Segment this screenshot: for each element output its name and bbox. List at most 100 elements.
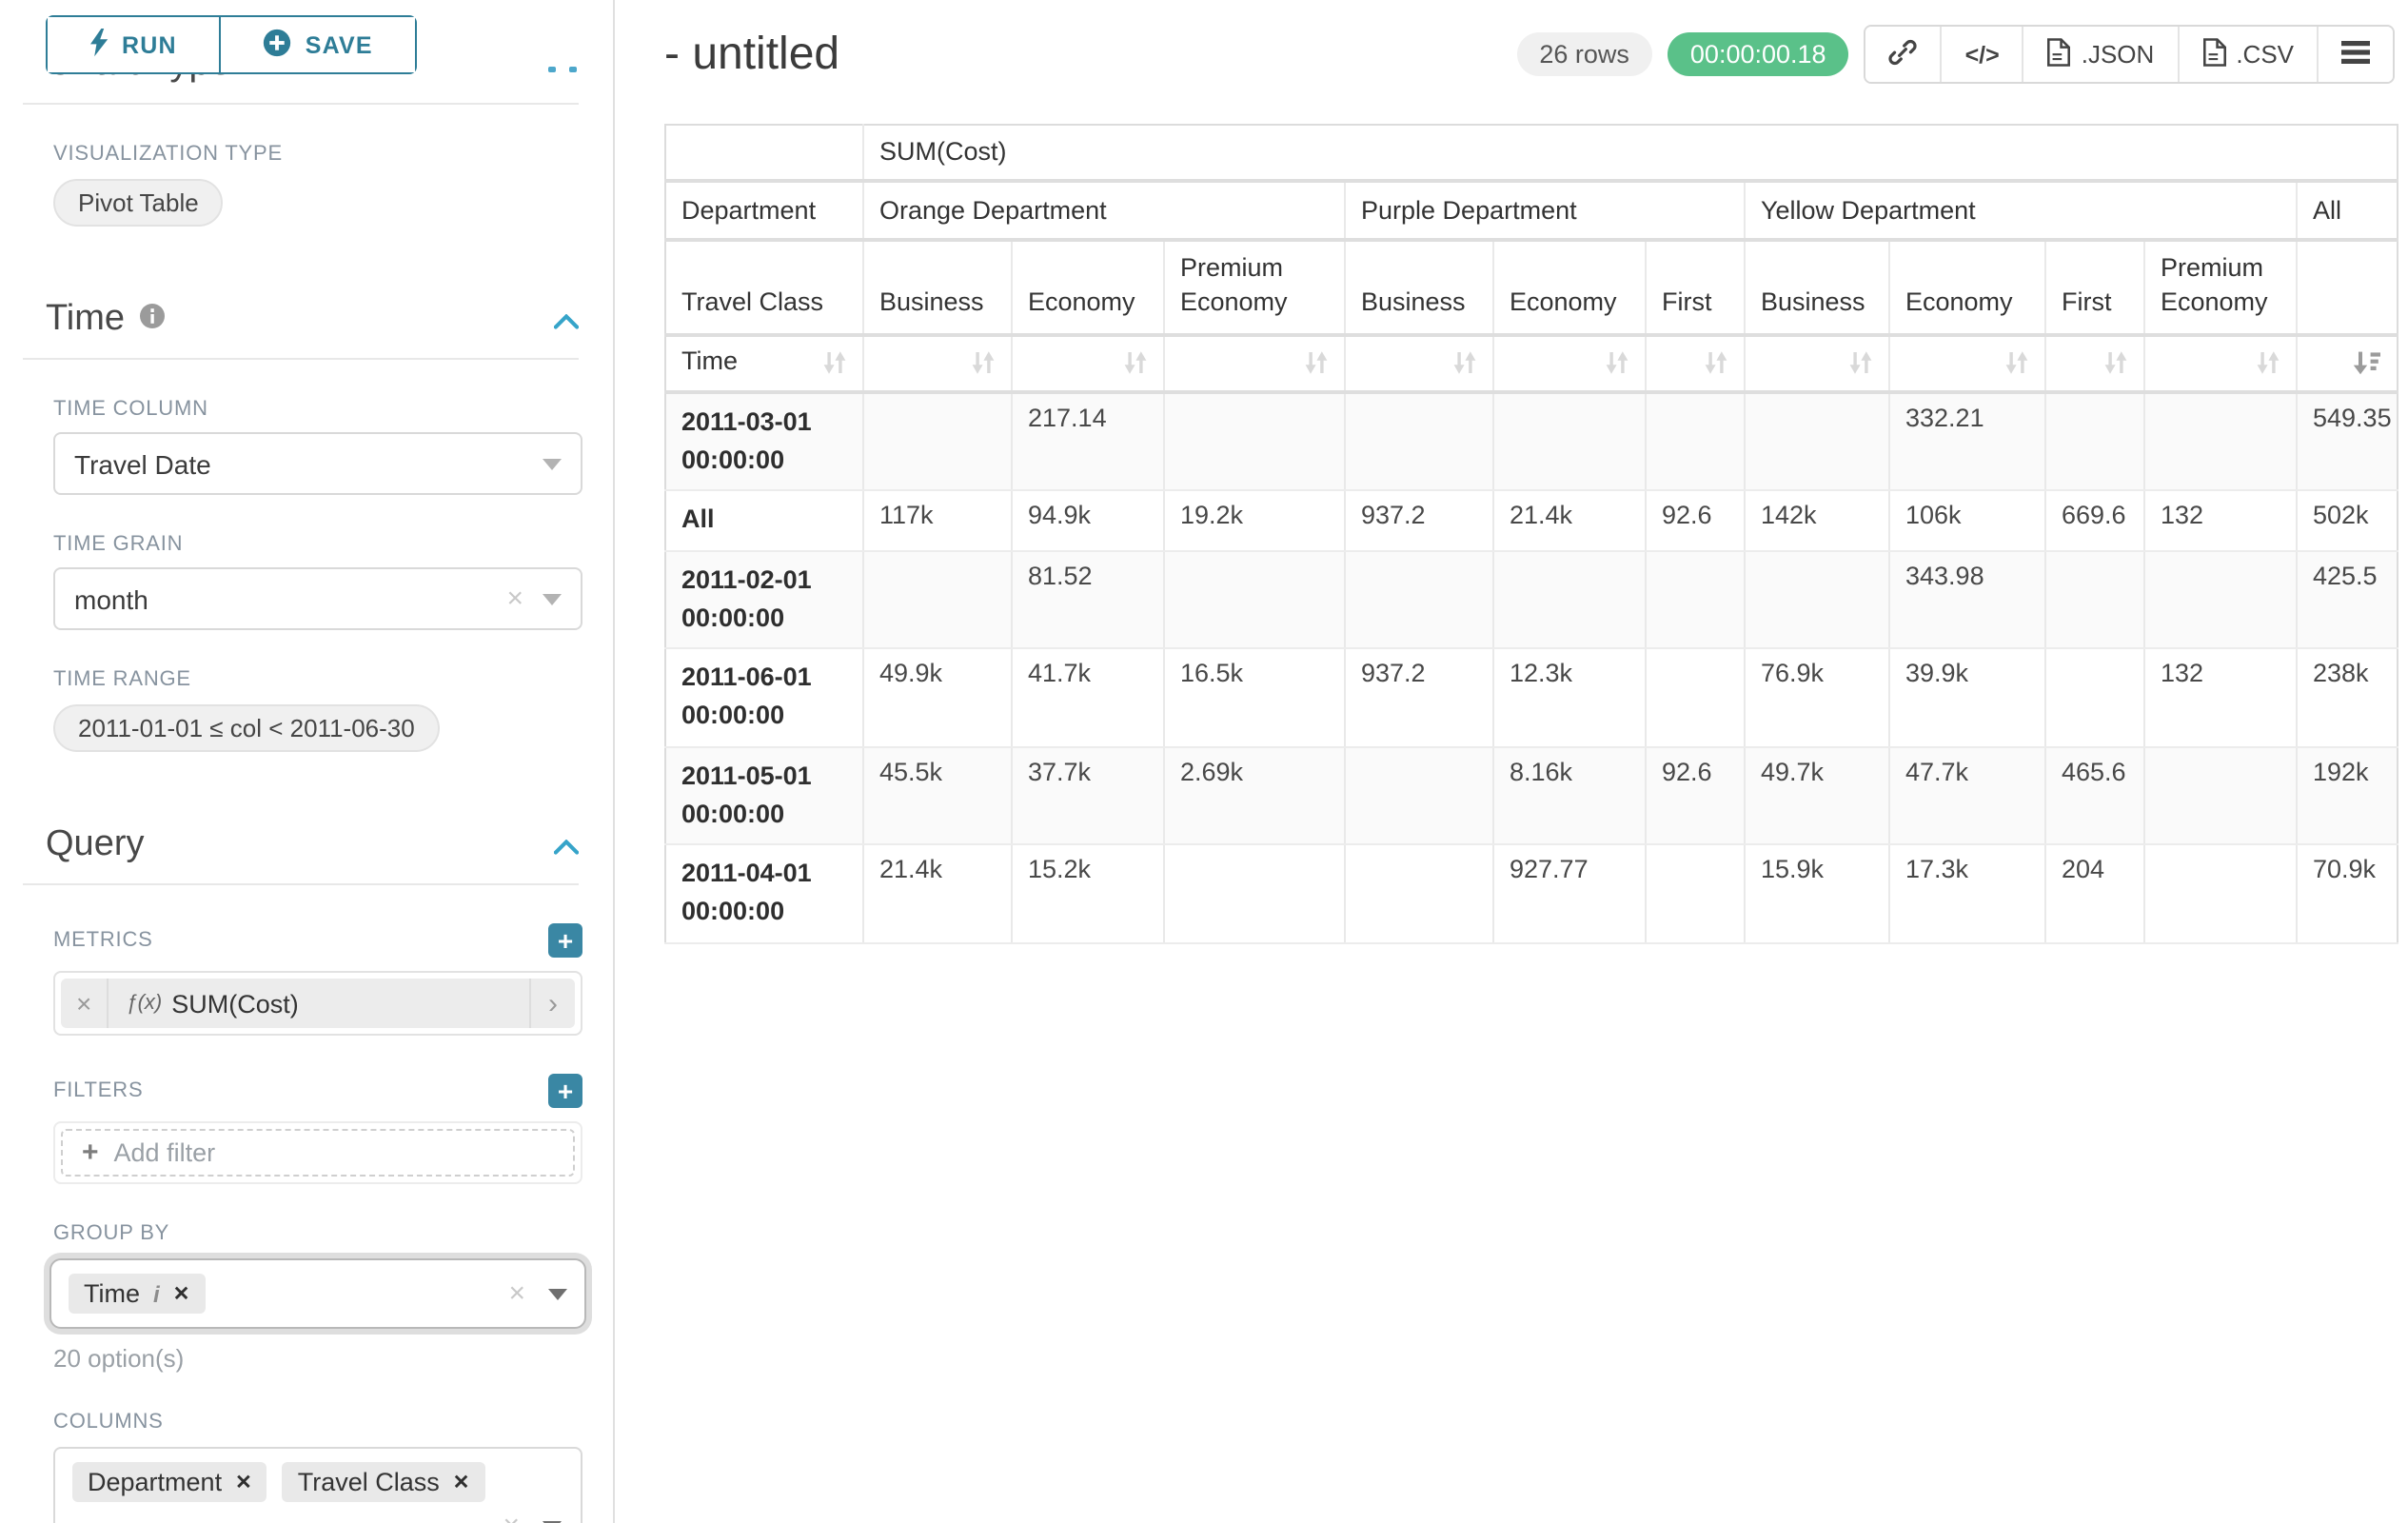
- sort-icon[interactable]: [1304, 350, 1329, 381]
- sort-header-cell: [863, 334, 1013, 394]
- time-grain-select[interactable]: month ×: [53, 567, 582, 630]
- add-metric-button[interactable]: +: [548, 923, 582, 958]
- embed-code-button[interactable]: </>: [1942, 27, 2024, 82]
- clear-icon[interactable]: ×: [508, 1277, 525, 1310]
- run-button[interactable]: RUN: [48, 17, 219, 72]
- pivot-cell: [2144, 746, 2298, 846]
- sort-header-cell: [1493, 334, 1647, 394]
- remove-chip-icon[interactable]: ✕: [235, 1471, 252, 1493]
- pivot-cell: [2144, 550, 2298, 650]
- pivot-cell: 15.9k: [1745, 844, 1890, 944]
- info-icon[interactable]: i: [153, 1280, 160, 1307]
- filters-box: + Add filter: [53, 1121, 582, 1184]
- table-row: 2011-05-01 00:00:00 45.5k 37.7k 2.69k 8.16k 9…: [665, 746, 2398, 846]
- remove-chip-icon[interactable]: ✕: [172, 1282, 190, 1305]
- sort-icon[interactable]: [971, 350, 996, 381]
- time-column-select[interactable]: Travel Date: [53, 432, 582, 495]
- button-divider: [218, 17, 222, 72]
- sort-icon[interactable]: [1605, 350, 1629, 381]
- divider: [23, 883, 579, 885]
- hamburger-icon: [2341, 39, 2370, 69]
- remove-metric-icon[interactable]: ×: [61, 979, 109, 1028]
- time-section-header: Time: [46, 299, 580, 341]
- pivot-cell: 49.7k: [1745, 746, 1890, 846]
- query-section-header: Query: [46, 824, 580, 866]
- pivot-cell: [1345, 550, 1494, 650]
- sort-icon[interactable]: [2103, 350, 2128, 381]
- pivot-cell: 549.35: [2297, 391, 2398, 492]
- sort-icon[interactable]: [2004, 350, 2029, 381]
- metric-chip: × ƒ(x) SUM(Cost) ›: [61, 979, 575, 1028]
- pivot-cell: 343.98: [1889, 550, 2046, 650]
- chip-label: Department: [88, 1468, 223, 1496]
- info-icon[interactable]: [138, 299, 165, 341]
- time-range-pill[interactable]: 2011-01-01 ≤ col < 2011-06-30: [53, 704, 440, 752]
- pivot-row-label: 2011-05-01 00:00:00: [665, 746, 864, 846]
- chevron-up-icon[interactable]: [553, 299, 580, 341]
- metric-item[interactable]: × ƒ(x) SUM(Cost) ›: [53, 971, 582, 1036]
- pivot-cell: 132: [2144, 490, 2298, 552]
- pivot-table-body: 2011-03-01 00:00:00 217.14 332.21 549.35 All…: [665, 391, 2398, 944]
- sort-icon[interactable]: [2256, 350, 2280, 381]
- pivot-cell: [1493, 391, 1647, 492]
- column-leaf-header: [2297, 239, 2398, 337]
- chevron-right-icon[interactable]: ›: [529, 979, 575, 1028]
- column-leaf-header: First: [2045, 239, 2145, 337]
- chevron-up-icon[interactable]: [553, 824, 580, 866]
- sort-header-cell: [1889, 334, 2046, 394]
- sort-icon[interactable]: [1848, 350, 1873, 381]
- viz-type-pill[interactable]: Pivot Table: [53, 179, 224, 227]
- group-by-chip: Time i ✕: [69, 1274, 206, 1314]
- menu-button[interactable]: [2319, 27, 2393, 82]
- sort-header-cell: [2144, 334, 2298, 394]
- export-json-button[interactable]: .JSON: [2023, 27, 2180, 82]
- pivot-cell: 70.9k: [2297, 844, 2398, 944]
- pivot-cell: 2.69k: [1164, 746, 1346, 846]
- sort-icon[interactable]: [1704, 350, 1728, 381]
- pivot-cell: [2045, 648, 2145, 748]
- metrics-row: METRICS +: [53, 923, 582, 958]
- table-row: 2011-04-01 00:00:00 21.4k 15.2k 927.77 15.9k…: [665, 844, 2398, 944]
- columns-chip: Department ✕: [72, 1462, 267, 1502]
- columns-label: COLUMNS: [53, 1411, 164, 1434]
- share-link-button[interactable]: [1865, 27, 1943, 82]
- pivot-cell: 12.3k: [1493, 648, 1647, 748]
- group-by-select[interactable]: Time i ✕ ×: [49, 1258, 586, 1329]
- sort-icon[interactable]: [1452, 350, 1477, 381]
- column-leaf-header: First: [1646, 239, 1746, 337]
- sort-icon[interactable]: [822, 350, 847, 381]
- column-group-header: Orange Department: [863, 180, 1346, 241]
- pivot-cell: 142k: [1745, 490, 1890, 552]
- column-leaf-header: Business: [1345, 239, 1494, 337]
- sort-header-cell: [1646, 334, 1746, 394]
- clear-icon[interactable]: ×: [506, 583, 523, 615]
- pivot-cell: [1646, 391, 1746, 492]
- export-csv-button[interactable]: .CSV: [2179, 27, 2319, 82]
- chevron-down-icon[interactable]: [548, 1288, 567, 1299]
- pivot-cell: 927.77: [1493, 844, 1647, 944]
- query-section-title: Query: [46, 824, 145, 864]
- add-filter-plus-button[interactable]: +: [548, 1074, 582, 1108]
- pivot-cell: 106k: [1889, 490, 2046, 552]
- pivot-cell: 8.16k: [1493, 746, 1647, 846]
- add-filter-button[interactable]: + Add filter: [61, 1129, 575, 1177]
- save-button[interactable]: SAVE: [221, 17, 415, 72]
- sort-icon[interactable]: [1123, 350, 1148, 381]
- pivot-cell: 21.4k: [863, 844, 1013, 944]
- pivot-cell: 937.2: [1345, 490, 1494, 552]
- chevron-down-icon: [543, 458, 562, 469]
- plus-circle-icon: [264, 28, 292, 62]
- pivot-cell: 937.2: [1345, 648, 1494, 748]
- chart-title[interactable]: - untitled: [664, 28, 840, 79]
- sort-descending-icon[interactable]: [2353, 350, 2381, 381]
- clear-icon[interactable]: ×: [503, 1510, 520, 1523]
- metric-header-cell: SUM(Cost): [863, 125, 2398, 182]
- pivot-cell: [2144, 391, 2298, 492]
- chevron-down-icon[interactable]: [543, 1520, 562, 1523]
- pivot-cell: [1493, 550, 1647, 650]
- remove-chip-icon[interactable]: ✕: [452, 1471, 470, 1493]
- pivot-cell: [863, 550, 1013, 650]
- columns-select[interactable]: Department ✕ Travel Class ✕ ×: [53, 1447, 582, 1523]
- lightning-bolt-icon: [89, 28, 109, 62]
- pivot-cell: [1745, 550, 1890, 650]
